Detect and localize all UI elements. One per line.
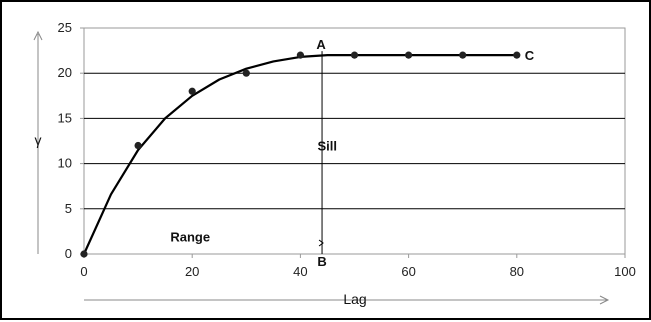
annotation-range: Range: [170, 229, 210, 244]
data-point: [350, 51, 359, 59]
tick-layer: 0 5 10 15 20 25 0 20 40 60 80 100: [58, 20, 636, 279]
x-axis-label: Lag: [343, 291, 366, 307]
fitted-curve: [82, 54, 518, 256]
y-tick-label: 10: [58, 156, 72, 171]
grid-layer: [83, 27, 626, 255]
y-axis-label: γ: [35, 132, 42, 148]
annotation-layer: A B C Sill Range: [170, 37, 534, 269]
data-point: [405, 51, 413, 59]
annotation-C: C: [525, 48, 535, 63]
y-tick-label: 25: [58, 20, 72, 35]
curve-layer: [82, 54, 518, 256]
y-tick-label: 15: [58, 110, 72, 125]
data-point: [242, 69, 250, 77]
annotation-sill: Sill: [317, 139, 337, 154]
data-point: [134, 141, 142, 150]
annotation-A: A: [316, 37, 326, 52]
data-point: [296, 51, 304, 59]
range-arrow-head: [318, 239, 324, 247]
x-tick-label: 60: [401, 264, 415, 279]
point-layer: [80, 51, 521, 258]
data-point: [188, 87, 196, 95]
x-tick-label: 40: [293, 264, 307, 279]
x-tick-label: 0: [80, 264, 87, 279]
data-point: [459, 51, 467, 59]
y-axis-arrow-head: [33, 30, 43, 41]
y-tick-label: 20: [58, 65, 72, 80]
x-axis-arrow-head: [599, 295, 610, 305]
y-tick-label: 0: [65, 246, 72, 261]
plot-area-border: [83, 27, 626, 255]
axis-layer: γ Lag: [33, 30, 610, 307]
x-tick-label: 20: [185, 264, 199, 279]
annotation-B: B: [317, 254, 326, 269]
data-point: [513, 51, 521, 59]
x-tick-label: 100: [614, 264, 636, 279]
y-tick-label: 5: [65, 201, 72, 216]
x-tick-label: 80: [510, 264, 524, 279]
data-point: [80, 250, 88, 258]
